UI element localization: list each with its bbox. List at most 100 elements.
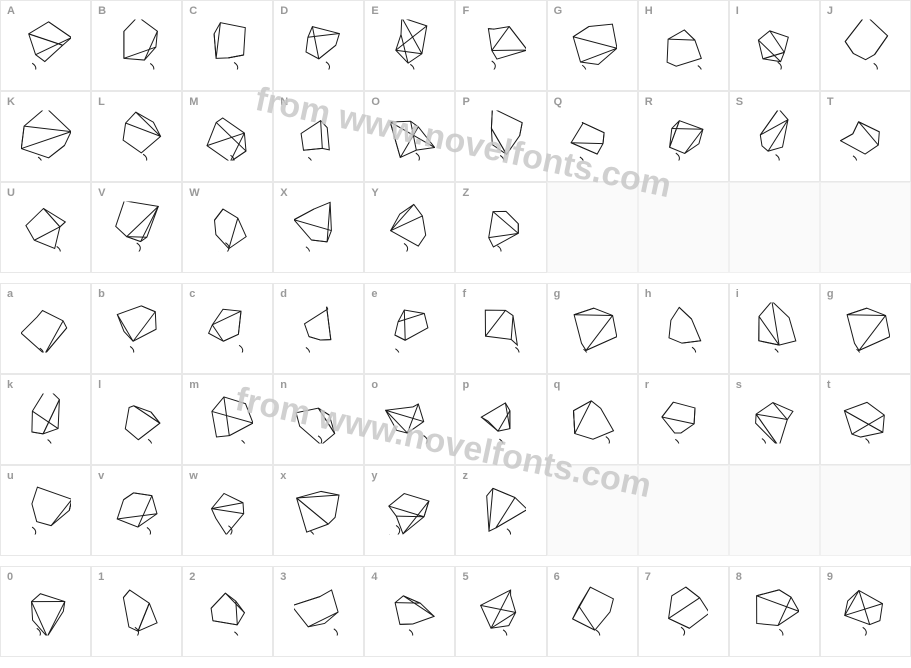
charmap-cell: D	[273, 0, 364, 91]
charmap-cell: V	[91, 182, 182, 273]
cell-label: r	[645, 379, 649, 391]
glyph-Y	[385, 201, 435, 260]
cell-label: n	[280, 379, 287, 391]
glyph-A	[21, 19, 71, 78]
charmap-cell: s	[729, 374, 820, 465]
charmap-row: 0123456789	[0, 566, 911, 657]
charmap-cell: h	[638, 283, 729, 374]
cell-label: w	[189, 470, 198, 482]
section-spacer	[0, 273, 911, 283]
charmap-cell: n	[273, 374, 364, 465]
glyph-e	[385, 302, 435, 361]
charmap-cell: I	[729, 0, 820, 91]
glyph-i	[749, 302, 799, 361]
cell-label: h	[645, 288, 652, 300]
cell-label: E	[371, 5, 378, 17]
charmap-cell: S	[729, 91, 820, 182]
glyph-n	[294, 393, 344, 452]
charmap-cell: H	[638, 0, 729, 91]
cell-label: 5	[462, 571, 468, 583]
cell-label: L	[98, 96, 105, 108]
glyph-d	[294, 302, 344, 361]
cell-label: B	[98, 5, 106, 17]
cell-label: o	[371, 379, 378, 391]
cell-label: f	[462, 288, 466, 300]
glyph-z	[476, 484, 526, 543]
charmap-cell: t	[820, 374, 911, 465]
charmap-cell: N	[273, 91, 364, 182]
glyph-L	[112, 110, 162, 169]
cell-label: V	[98, 187, 105, 199]
cell-label: R	[645, 96, 653, 108]
charmap-cell: d	[273, 283, 364, 374]
glyph-W	[203, 201, 253, 260]
charmap-row: UVWXYZ	[0, 182, 911, 273]
glyph-6	[567, 585, 617, 644]
charmap-cell	[638, 182, 729, 273]
charmap-cell: R	[638, 91, 729, 182]
cell-label: v	[98, 470, 104, 482]
cell-label: e	[371, 288, 377, 300]
glyph-7	[658, 585, 708, 644]
glyph-B	[112, 19, 162, 78]
cell-label: F	[462, 5, 469, 17]
glyph-h	[658, 302, 708, 361]
charmap-cell: Y	[364, 182, 455, 273]
charmap-cell: Q	[547, 91, 638, 182]
cell-label: 4	[371, 571, 377, 583]
cell-label: 7	[645, 571, 651, 583]
glyph-H	[658, 19, 708, 78]
charmap-cell: O	[364, 91, 455, 182]
glyph-R	[658, 110, 708, 169]
glyph-w	[203, 484, 253, 543]
charmap-cell: f	[455, 283, 546, 374]
cell-label: P	[462, 96, 469, 108]
charmap-cell	[729, 182, 820, 273]
glyph-a	[21, 302, 71, 361]
charmap-cell: b	[91, 283, 182, 374]
cell-label: T	[827, 96, 834, 108]
charmap-cell: r	[638, 374, 729, 465]
charmap-cell: M	[182, 91, 273, 182]
glyph-p	[476, 393, 526, 452]
charmap-cell: g	[820, 283, 911, 374]
glyph-K	[21, 110, 71, 169]
section-spacer	[0, 556, 911, 566]
cell-label: s	[736, 379, 742, 391]
cell-label: D	[280, 5, 288, 17]
charmap-row: klmnopqrst	[0, 374, 911, 465]
cell-label: l	[98, 379, 101, 391]
glyph-P	[476, 110, 526, 169]
charmap-cell: C	[182, 0, 273, 91]
glyph-l	[112, 393, 162, 452]
cell-label: O	[371, 96, 380, 108]
glyph-Z	[476, 201, 526, 260]
charmap-cell: q	[547, 374, 638, 465]
charmap-cell: o	[364, 374, 455, 465]
glyph-G	[567, 19, 617, 78]
charmap-cell: p	[455, 374, 546, 465]
cell-label: N	[280, 96, 288, 108]
glyph-I	[749, 19, 799, 78]
charmap-cell	[547, 465, 638, 556]
charmap-cell: 1	[91, 566, 182, 657]
glyph-s	[749, 393, 799, 452]
charmap-row: KL MN O P Q R ST	[0, 91, 911, 182]
cell-label: p	[462, 379, 469, 391]
cell-label: X	[280, 187, 287, 199]
charmap-cell: c	[182, 283, 273, 374]
glyph-N	[294, 110, 344, 169]
glyph-8	[749, 585, 799, 644]
cell-label: Q	[554, 96, 563, 108]
charmap-cell: y	[364, 465, 455, 556]
glyph-5	[476, 585, 526, 644]
cell-label: x	[280, 470, 286, 482]
charmap-cell: K	[0, 91, 91, 182]
cell-label: 2	[189, 571, 195, 583]
charmap-row: uvwxyz	[0, 465, 911, 556]
charmap-cell: 5	[455, 566, 546, 657]
charmap-cell: A	[0, 0, 91, 91]
charmap-cell: 0	[0, 566, 91, 657]
charmap-cell: i	[729, 283, 820, 374]
charmap-cell	[729, 465, 820, 556]
